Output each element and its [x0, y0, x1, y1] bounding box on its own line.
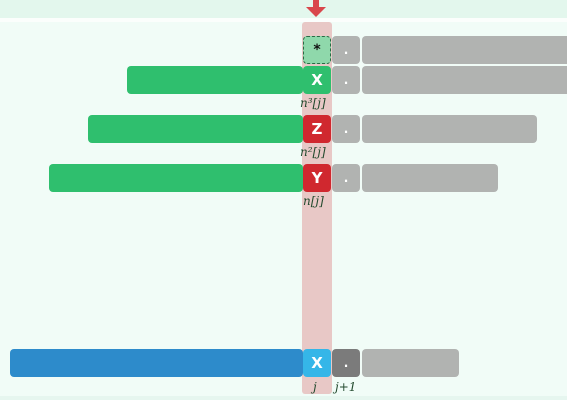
column-label-j: j: [313, 380, 317, 394]
dot-cell: .: [332, 115, 360, 143]
char-cell-x: X: [303, 66, 331, 94]
row-label-n3: n³[j]: [300, 96, 326, 110]
text-prefix-bar: [10, 349, 303, 377]
prefix-bar: [49, 164, 303, 192]
bottom-divider: [0, 396, 567, 400]
row-label-n1: n[j]: [303, 194, 324, 208]
pattern-star-cell: *: [303, 36, 331, 64]
column-label-j-plus-1: j+1: [335, 380, 357, 394]
prefix-bar: [88, 115, 303, 143]
suffix-bar: [362, 66, 567, 94]
suffix-bar: [362, 36, 567, 64]
dot-cell: .: [332, 349, 360, 377]
top-band: [0, 0, 567, 18]
char-cell-y: Y: [303, 164, 331, 192]
prefix-bar: [127, 66, 303, 94]
dot-cell: .: [332, 36, 360, 64]
text-suffix-bar: [362, 349, 459, 377]
text-char-cell-x: X: [303, 349, 331, 377]
dot-cell: .: [332, 66, 360, 94]
dot-cell: .: [332, 164, 360, 192]
row-label-n2: n²[j]: [300, 145, 326, 159]
top-divider: [0, 18, 567, 22]
char-cell-z: Z: [303, 115, 331, 143]
suffix-bar: [362, 164, 498, 192]
down-arrow-icon: [306, 0, 326, 17]
suffix-bar: [362, 115, 537, 143]
